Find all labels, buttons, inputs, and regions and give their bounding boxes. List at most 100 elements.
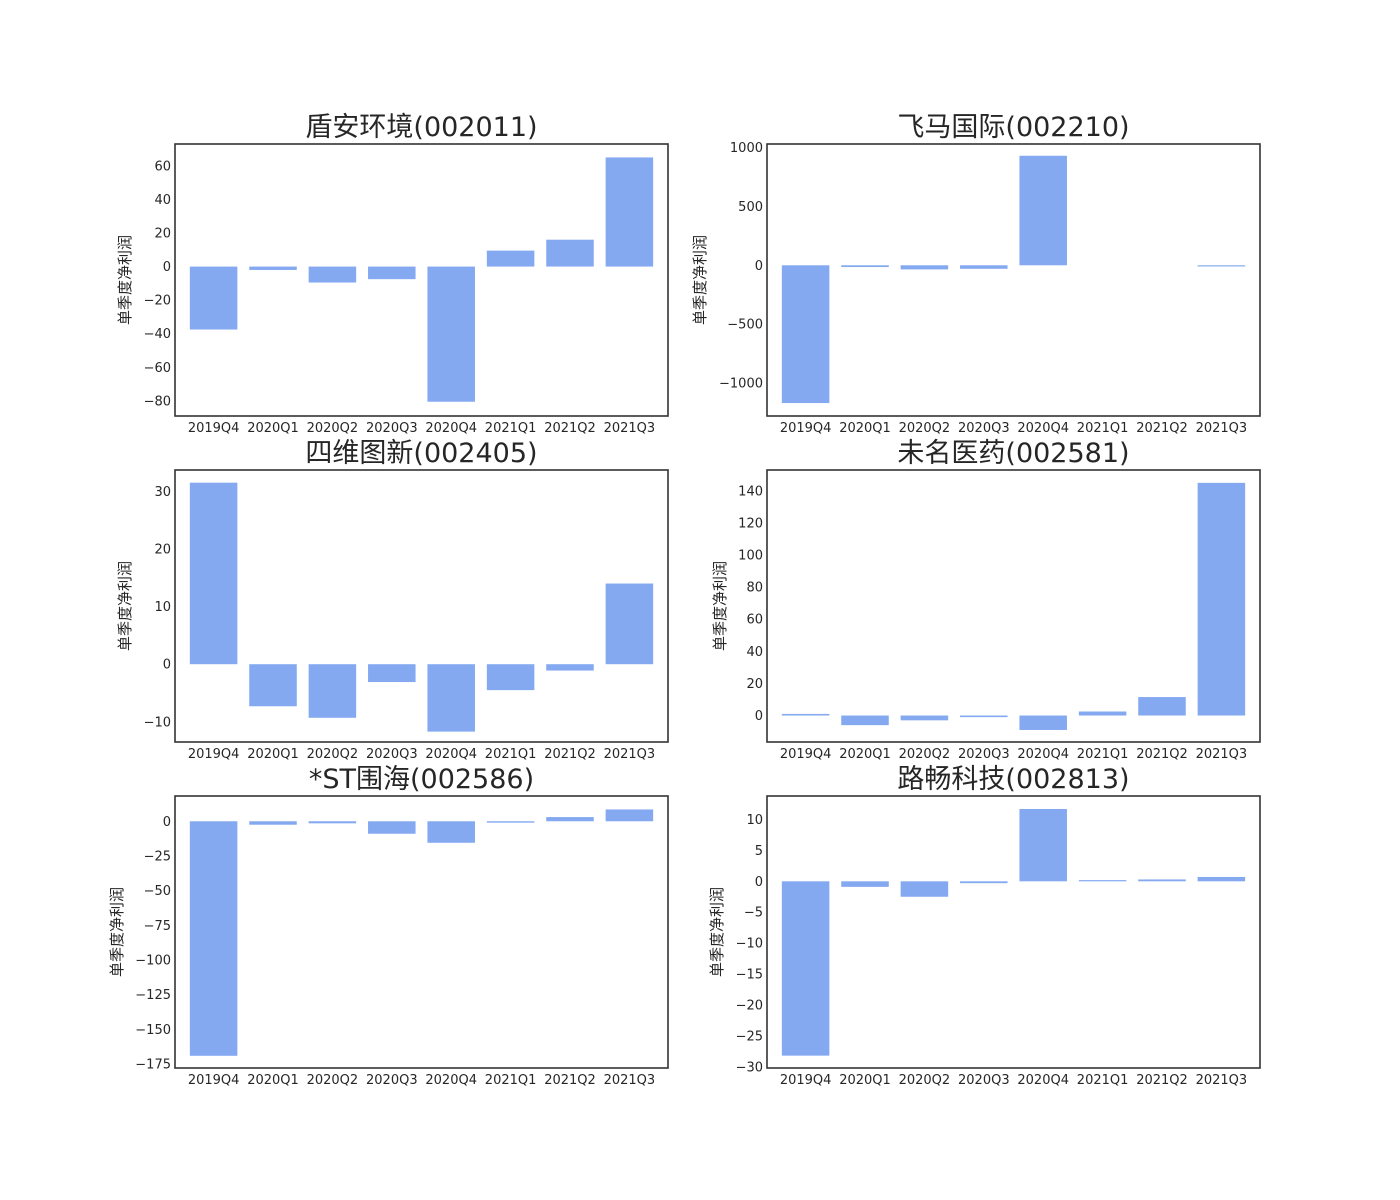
y-tick-label: −40 xyxy=(144,327,171,342)
x-tick-label: 2021Q1 xyxy=(485,421,537,436)
x-tick-label: 2021Q1 xyxy=(1077,747,1129,762)
x-tick-label: 2020Q4 xyxy=(1017,747,1069,762)
x-tick-label: 2020Q3 xyxy=(366,747,418,762)
y-tick-label: 20 xyxy=(746,677,763,692)
bar-2020Q1 xyxy=(249,266,297,270)
y-tick-label: 20 xyxy=(154,226,171,241)
x-tick-label: 2019Q4 xyxy=(188,747,240,762)
x-tick-label: 2021Q3 xyxy=(1196,747,1248,762)
x-tick-label: 2021Q3 xyxy=(1196,421,1248,436)
y-axis-label: 单季度净利润 xyxy=(108,887,126,977)
x-tick-label: 2020Q3 xyxy=(958,747,1010,762)
chart-title: *ST围海(002586) xyxy=(309,764,534,795)
x-tick-label: 2020Q1 xyxy=(247,747,299,762)
chart-title: 四维图新(002405) xyxy=(305,438,537,469)
bar-2020Q2 xyxy=(308,664,357,718)
bar-2019Q4 xyxy=(189,266,238,330)
x-tick-label: 2021Q3 xyxy=(604,747,656,762)
x-tick-label: 2020Q2 xyxy=(307,747,359,762)
x-tick-label: 2019Q4 xyxy=(188,1073,240,1088)
x-tick-label: 2021Q2 xyxy=(1136,421,1188,436)
x-tick-label: 2020Q2 xyxy=(899,747,951,762)
y-tick-label: −25 xyxy=(736,1029,763,1044)
x-tick-label: 2020Q2 xyxy=(307,421,359,436)
y-tick-label: −125 xyxy=(135,988,171,1003)
bar-2019Q4 xyxy=(781,265,830,404)
x-tick-label: 2019Q4 xyxy=(780,747,832,762)
y-tick-label: 0 xyxy=(755,709,763,724)
x-tick-label: 2021Q3 xyxy=(1196,1073,1248,1088)
y-tick-label: −150 xyxy=(135,1023,171,1038)
x-tick-label: 2020Q3 xyxy=(958,1073,1010,1088)
bar-2021Q3 xyxy=(605,809,654,822)
chart-title: 盾安环境(002011) xyxy=(305,112,537,143)
bar-2020Q2 xyxy=(900,715,949,721)
x-tick-label: 2020Q1 xyxy=(839,1073,891,1088)
chart-panel-2: 飞马国际(002210) 2019Q4 2020Q1 2020Q2 2020Q3 2020… xyxy=(691,112,1261,436)
y-tick-label: 40 xyxy=(154,193,171,208)
y-tick-label: 140 xyxy=(738,484,763,499)
axes-frame xyxy=(766,469,1261,743)
axes-frame xyxy=(174,143,669,417)
y-tick-label: −25 xyxy=(144,849,171,864)
chart-panel-3: 四维图新(002405) 2019Q4 2020Q1 2020Q2 2020Q3 2020… xyxy=(116,438,669,762)
x-tick-label: 2020Q4 xyxy=(425,1073,477,1088)
bar-2021Q3 xyxy=(605,157,654,267)
bar-2020Q3 xyxy=(368,664,416,683)
bar-2020Q1 xyxy=(841,715,889,726)
bar-2020Q3 xyxy=(960,881,1008,884)
bar-2021Q3 xyxy=(1197,482,1246,716)
y-tick-label: −80 xyxy=(144,394,171,409)
x-tick-label: 2020Q3 xyxy=(366,1073,418,1088)
x-tick-label: 2021Q2 xyxy=(544,1073,596,1088)
x-tick-label: 2020Q4 xyxy=(1017,1073,1069,1088)
x-tick-label: 2020Q4 xyxy=(1017,421,1069,436)
bar-2020Q3 xyxy=(960,715,1008,718)
bar-2020Q1 xyxy=(841,265,889,268)
y-tick-label: 10 xyxy=(154,600,171,615)
axes-frame xyxy=(766,143,1261,417)
bar-2019Q4 xyxy=(781,713,830,716)
bar-2021Q3 xyxy=(1197,876,1246,882)
x-tick-label: 2021Q2 xyxy=(544,747,596,762)
y-tick-label: −10 xyxy=(736,937,763,952)
chart-panel-5: *ST围海(002586) 2019Q4 2020Q1 2020Q2 2020Q3 202… xyxy=(108,764,669,1088)
x-tick-label: 2021Q3 xyxy=(604,421,656,436)
bar-2021Q2 xyxy=(546,817,594,822)
x-tick-label: 2020Q4 xyxy=(425,421,477,436)
y-axis-label: 单季度净利润 xyxy=(116,235,134,325)
bar-2021Q2 xyxy=(546,239,594,267)
chart-panel-1: 盾安环境(002011)2019Q4 2020Q1 2020Q2 2020Q3 2020… xyxy=(116,112,669,436)
axes-frame xyxy=(174,795,669,1069)
y-tick-label: −175 xyxy=(135,1058,171,1073)
y-tick-label: −500 xyxy=(727,318,763,333)
x-tick-label: 2019Q4 xyxy=(780,1073,832,1088)
bar-2019Q4 xyxy=(781,881,830,1056)
x-tick-label: 2020Q4 xyxy=(425,747,477,762)
y-tick-label: −60 xyxy=(144,361,171,376)
x-tick-label: 2021Q1 xyxy=(1077,421,1129,436)
bar-2021Q1 xyxy=(486,664,535,691)
y-tick-label: 80 xyxy=(746,581,763,596)
bar-2020Q4 xyxy=(427,821,475,843)
bar-2020Q4 xyxy=(1019,808,1067,882)
bar-2019Q4 xyxy=(189,482,238,665)
bar-2021Q1 xyxy=(1078,711,1127,716)
bar-2021Q1 xyxy=(486,821,535,823)
x-tick-label: 2021Q1 xyxy=(1077,1073,1129,1088)
bar-2020Q3 xyxy=(368,821,416,834)
y-tick-label: 0 xyxy=(163,658,171,673)
y-tick-label: −100 xyxy=(135,954,171,969)
x-tick-label: 2021Q2 xyxy=(1136,1073,1188,1088)
y-tick-label: 0 xyxy=(755,259,763,274)
bar-2021Q3 xyxy=(1197,265,1246,267)
bar-2021Q2 xyxy=(1138,697,1186,716)
y-tick-label: −5 xyxy=(744,906,763,921)
x-tick-label: 2020Q1 xyxy=(839,421,891,436)
y-tick-label: −20 xyxy=(144,294,171,309)
x-tick-label: 2020Q2 xyxy=(899,1073,951,1088)
y-tick-label: −75 xyxy=(144,919,171,934)
y-axis-label: 单季度净利润 xyxy=(711,561,729,651)
y-tick-label: 0 xyxy=(163,815,171,830)
